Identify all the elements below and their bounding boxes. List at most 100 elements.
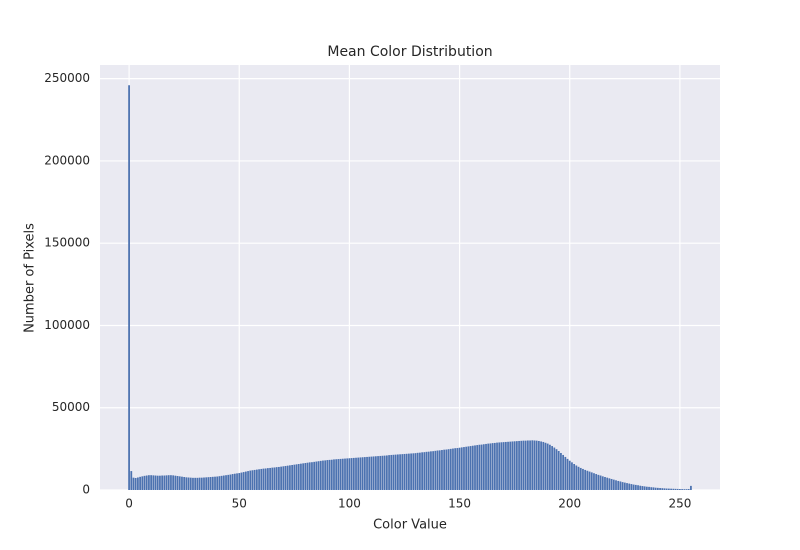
bar	[240, 472, 243, 490]
bar	[225, 475, 227, 490]
bar	[315, 461, 318, 490]
bar	[330, 459, 333, 490]
x-tick-label: 0	[125, 497, 133, 511]
bar	[546, 443, 549, 490]
bar	[601, 476, 604, 490]
bar	[520, 440, 523, 490]
x-tick-label: 50	[232, 497, 247, 511]
bar	[302, 463, 305, 490]
bar	[489, 443, 492, 490]
bar	[557, 451, 560, 490]
plot-area	[100, 65, 720, 490]
bar	[211, 476, 214, 490]
bar	[372, 456, 375, 490]
bar	[154, 475, 157, 490]
bar	[553, 447, 556, 490]
bar	[337, 459, 340, 490]
bar	[366, 456, 368, 490]
bar	[416, 452, 419, 490]
bar	[408, 453, 410, 490]
bar	[584, 469, 587, 490]
bar	[533, 440, 536, 490]
bar	[471, 445, 474, 490]
bar	[427, 451, 430, 490]
y-tick-label: 200000	[44, 153, 90, 167]
chart-title: Mean Color Distribution	[327, 44, 492, 60]
bar	[619, 481, 622, 490]
bar	[165, 475, 168, 490]
bar	[632, 484, 635, 490]
bar	[414, 453, 417, 490]
bar	[582, 468, 584, 490]
bar	[335, 459, 338, 490]
bar	[463, 447, 465, 490]
bar	[368, 456, 371, 490]
bar	[352, 457, 355, 490]
bar	[575, 465, 578, 490]
bar	[690, 485, 692, 490]
bar	[637, 485, 639, 490]
bar	[161, 475, 164, 490]
bar	[628, 483, 631, 490]
bar	[412, 453, 415, 490]
bar	[139, 476, 141, 490]
bar	[297, 464, 300, 490]
bar	[441, 450, 443, 490]
bar	[465, 446, 468, 490]
bar	[350, 458, 353, 490]
bar	[604, 477, 606, 490]
bar	[452, 448, 454, 490]
bar	[654, 487, 657, 490]
bar	[185, 477, 188, 490]
bar	[656, 487, 659, 490]
bar	[469, 446, 472, 490]
bar	[606, 477, 609, 490]
bar	[685, 489, 688, 490]
bar	[403, 453, 406, 490]
bar	[423, 452, 426, 490]
bar	[379, 455, 382, 490]
bar	[317, 461, 320, 490]
bar	[264, 468, 267, 490]
bar	[196, 477, 199, 490]
bar	[280, 466, 282, 490]
bar	[560, 452, 562, 490]
bar	[313, 461, 316, 490]
bar	[326, 460, 329, 490]
bar	[502, 442, 505, 490]
bar	[458, 447, 461, 490]
bar	[668, 488, 670, 490]
bar	[597, 474, 600, 490]
bar	[447, 449, 450, 490]
bar	[207, 477, 210, 490]
bar	[518, 440, 520, 490]
bar	[322, 460, 324, 490]
bar	[141, 476, 144, 490]
bar	[542, 441, 545, 490]
bar	[383, 455, 386, 490]
bar	[480, 444, 483, 490]
bar	[648, 486, 650, 490]
bar	[255, 469, 258, 490]
bar	[319, 460, 322, 490]
bar	[251, 470, 254, 490]
bar	[205, 477, 208, 490]
bar	[304, 463, 307, 490]
bar	[443, 449, 446, 490]
bar	[244, 471, 247, 490]
bar	[308, 462, 311, 490]
bar	[535, 440, 538, 490]
bar	[148, 475, 150, 490]
bar	[608, 478, 611, 490]
bar	[562, 454, 565, 490]
bar	[242, 472, 245, 490]
bar	[577, 466, 580, 490]
bar	[284, 465, 287, 490]
bar	[551, 446, 553, 490]
bar	[159, 475, 161, 490]
bar	[645, 486, 648, 490]
bar	[454, 448, 457, 490]
bar	[167, 475, 170, 490]
bar	[507, 441, 509, 490]
